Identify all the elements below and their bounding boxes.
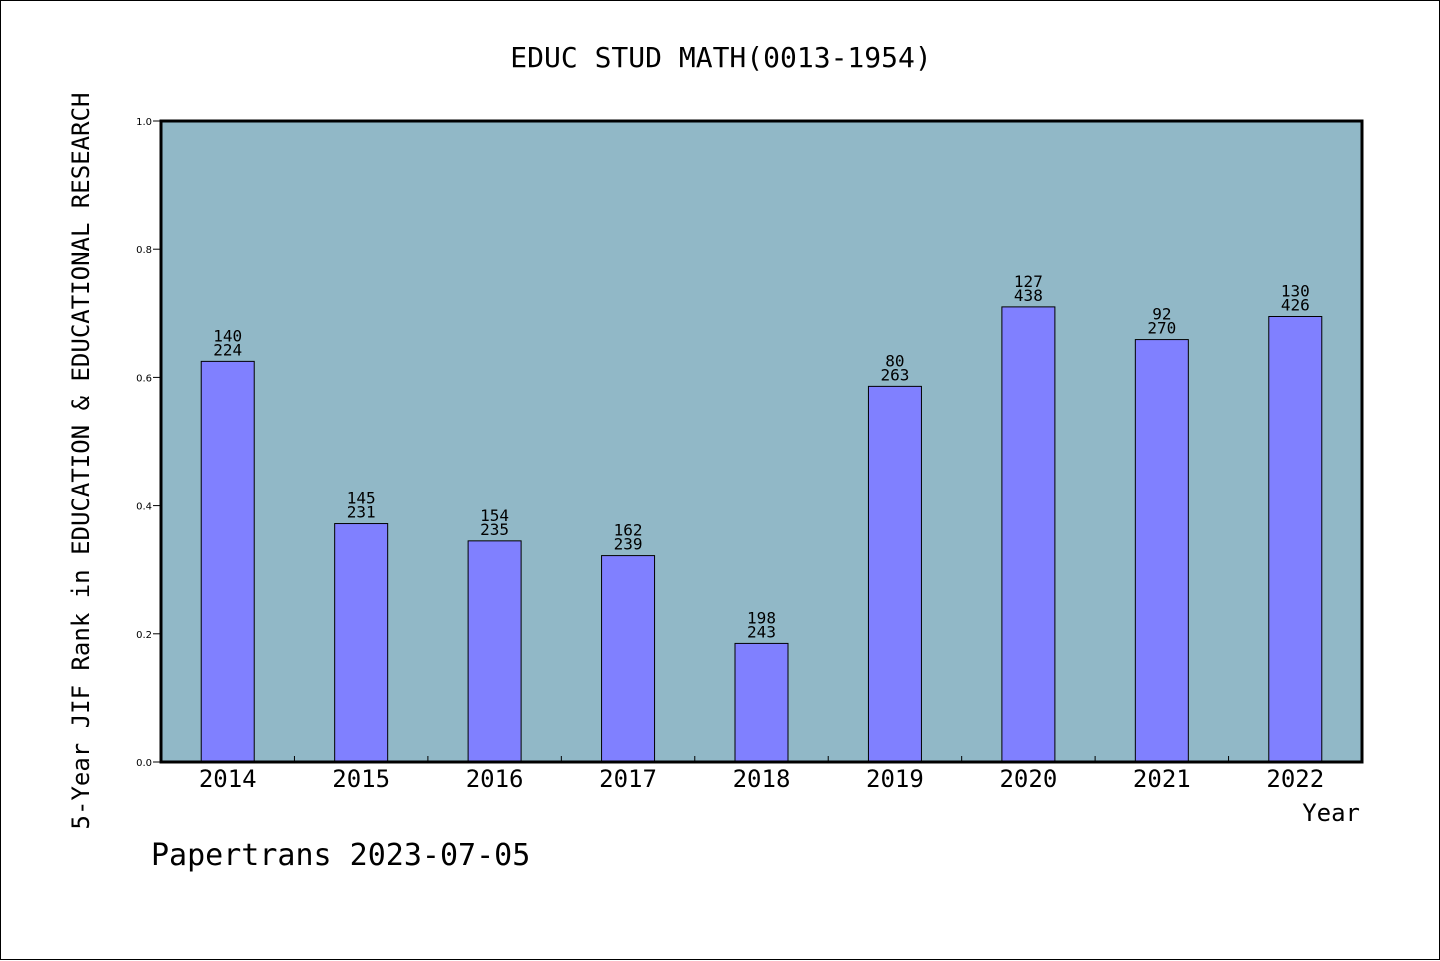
bar-2022 (1268, 316, 1323, 763)
bar-rank-label-2021: 92 (1152, 305, 1171, 324)
y-tick-label-0.6: 0.6 (136, 373, 152, 384)
y-axis: 0.0 0.2 0.4 0.6 0.8 1.0 (136, 117, 161, 769)
bar-2021 (1134, 339, 1189, 763)
x-tick-label-2017: 2017 (599, 765, 657, 793)
bar-rank-label-2016: 154 (480, 506, 509, 525)
bar-2014 (200, 360, 255, 763)
bar-total-label-2016: 235 (480, 520, 509, 539)
x-tick-label-2018: 2018 (733, 765, 791, 793)
bar-total-label-2014: 224 (213, 340, 242, 359)
bar-rank-label-2014: 140 (213, 326, 242, 345)
bar-2016 (467, 540, 522, 763)
bar-total-label-2020: 438 (1014, 286, 1043, 305)
y-tick-label-0.8: 0.8 (136, 245, 152, 256)
chart-title: EDUC STUD MATH(0013-1954) (510, 41, 931, 74)
bar-2015 (334, 523, 389, 763)
bar-total-label-2018: 243 (747, 622, 776, 641)
bar-total-label-2017: 239 (614, 535, 643, 554)
bar-total-label-2022: 426 (1281, 296, 1310, 315)
footer-credit: Papertrans 2023-07-05 (151, 838, 530, 873)
bar-rank-label-2018: 198 (747, 608, 776, 627)
bar-total-label-2019: 263 (880, 365, 909, 384)
bar-rank-label-2019: 80 (885, 351, 904, 370)
bar-2018 (734, 642, 789, 763)
y-tick-label-0.0: 0.0 (136, 758, 152, 769)
bar-2019 (867, 385, 922, 763)
bar-rank-label-2015: 145 (347, 489, 376, 508)
bar-total-label-2021: 270 (1147, 319, 1176, 338)
x-tick-label-2014: 2014 (199, 765, 257, 793)
bar-total-label-2015: 231 (347, 503, 376, 522)
x-tick-label-2020: 2020 (999, 765, 1057, 793)
bar-rank-label-2020: 127 (1014, 272, 1043, 291)
y-tick-label-1.0: 1.0 (136, 117, 152, 128)
x-axis: 2014 2015 2016 2017 2018 2019 2020 2021 2022 (199, 756, 1324, 793)
x-tick-label-2022: 2022 (1266, 765, 1324, 793)
x-tick-label-2021: 2021 (1133, 765, 1191, 793)
bar-rank-label-2017: 162 (614, 521, 643, 540)
y-tick-label-0.2: 0.2 (136, 630, 152, 641)
plot-border (159, 119, 1364, 764)
bar-2020 (1001, 306, 1056, 763)
x-axis-label: Year (1302, 799, 1360, 827)
y-axis-label: 5-Year JIF Rank in EDUCATION & EDUCATION… (67, 93, 95, 830)
bar-2017 (601, 555, 656, 763)
bars-layer (200, 306, 1323, 763)
x-tick-label-2016: 2016 (466, 765, 524, 793)
x-tick-label-2019: 2019 (866, 765, 924, 793)
bar-rank-label-2022: 130 (1281, 282, 1310, 301)
x-tick-label-2015: 2015 (332, 765, 390, 793)
y-tick-label-0.4: 0.4 (136, 502, 152, 513)
